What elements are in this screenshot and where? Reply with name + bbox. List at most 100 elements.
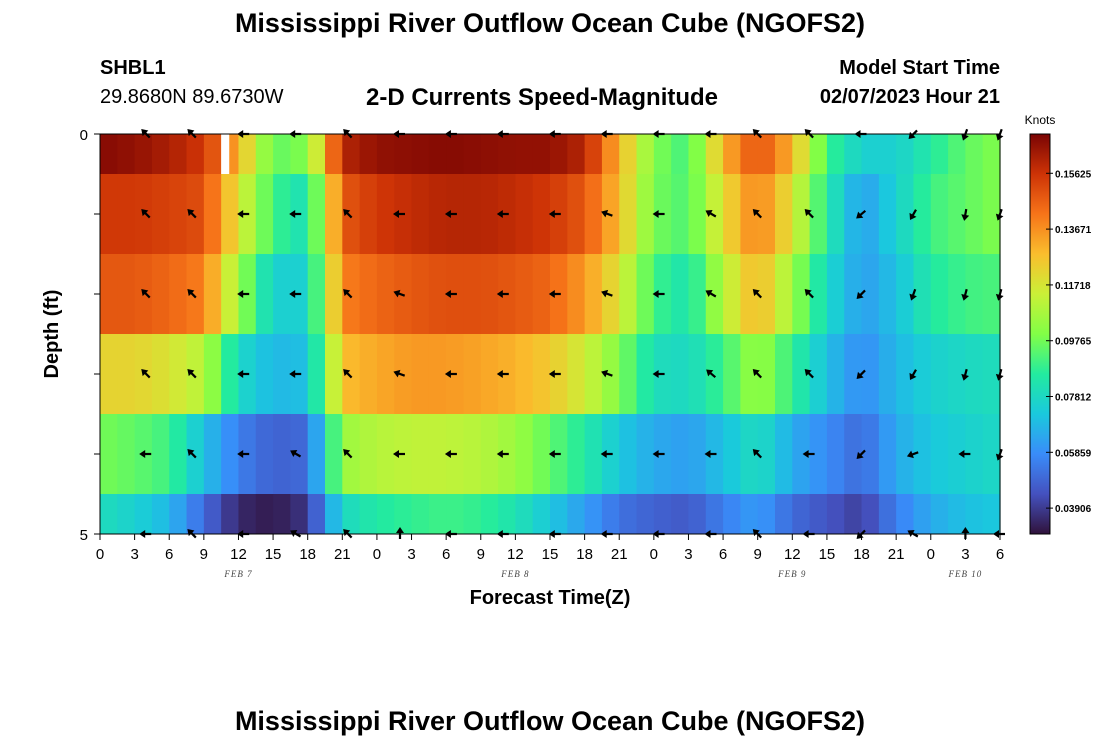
heatmap-cell xyxy=(809,254,828,334)
heatmap-cell xyxy=(151,134,170,174)
heatmap-cell xyxy=(100,334,118,414)
colorbar-tick-label: 0.13671 xyxy=(1055,225,1092,236)
heatmap-cell xyxy=(359,254,378,334)
heatmap-cell xyxy=(757,174,776,254)
missing-data-cell xyxy=(221,134,230,174)
heatmap-cell xyxy=(100,174,118,254)
colorbar-tick-label: 0.11718 xyxy=(1055,281,1091,292)
current-vector-arrow xyxy=(393,450,405,458)
x-tick-label: 0 xyxy=(927,546,935,563)
current-vector-arrow xyxy=(958,450,971,458)
x-tick-label: 3 xyxy=(684,546,692,563)
heatmap-cell xyxy=(723,134,741,174)
heatmap-cell xyxy=(221,334,240,414)
heatmap-cell xyxy=(169,254,188,334)
current-vector-arrow xyxy=(444,450,457,458)
heatmap-cell xyxy=(411,134,430,174)
current-vector-arrow xyxy=(752,369,763,379)
current-vector-arrow xyxy=(652,450,665,458)
heatmap-cell xyxy=(653,134,672,174)
heatmap-cell xyxy=(273,494,291,534)
heatmap-cell xyxy=(844,494,863,534)
heatmap-cell xyxy=(273,134,291,174)
heatmap-cell xyxy=(671,254,690,334)
heatmap-cell xyxy=(584,254,603,334)
heatmap-cell xyxy=(844,254,863,334)
heatmap-cell xyxy=(376,334,395,414)
heatmap-cell xyxy=(982,254,1001,334)
current-vector-arrow xyxy=(237,370,250,378)
heatmap-cell xyxy=(359,334,378,414)
current-vector-arrow xyxy=(804,209,814,219)
current-vector-arrow xyxy=(601,289,613,298)
colorbar-tick-label: 0.05859 xyxy=(1055,448,1092,459)
heatmap-cell xyxy=(203,494,222,534)
current-vector-arrow xyxy=(496,370,509,378)
x-tick-label: 12 xyxy=(784,546,801,563)
heatmap-cell xyxy=(844,414,863,494)
heatmap-cell xyxy=(463,334,482,414)
heatmap-cell xyxy=(584,414,603,494)
heatmap-cell xyxy=(428,134,447,174)
heatmap-cell xyxy=(861,174,880,254)
heatmap-cell xyxy=(584,334,603,414)
x-tick-label: 6 xyxy=(996,546,1004,563)
heatmap-cell xyxy=(913,494,932,534)
current-vector-arrow xyxy=(496,450,509,458)
date-label: FEB 8 xyxy=(500,569,529,579)
current-vector-arrow xyxy=(289,210,302,218)
colorbar-unit: Knots xyxy=(1025,113,1056,127)
current-vector-arrow xyxy=(705,290,717,298)
heatmap-cell xyxy=(255,334,274,414)
heatmap-cell xyxy=(878,494,897,534)
current-vector-arrow xyxy=(548,290,561,298)
heatmap-cell xyxy=(896,174,915,254)
x-tick-label: 9 xyxy=(477,546,485,563)
x-tick-label: 15 xyxy=(265,546,282,563)
missing-data-cells xyxy=(221,134,230,174)
heatmap-cell xyxy=(757,134,776,174)
heatmap-cell xyxy=(723,174,741,254)
x-tick-label: 0 xyxy=(373,546,381,563)
heatmap-cell xyxy=(653,494,672,534)
current-vector-arrow xyxy=(141,369,151,379)
heatmap-cell xyxy=(446,494,465,534)
heatmap-cell xyxy=(203,254,222,334)
heatmap-cell xyxy=(273,174,291,254)
heatmap-cell xyxy=(480,134,499,174)
colorbar-tick-label: 0.07812 xyxy=(1055,393,1092,404)
heatmap-cell xyxy=(913,254,932,334)
heatmap-cell xyxy=(861,334,880,414)
heatmap-cell xyxy=(221,414,240,494)
current-vector-arrow xyxy=(856,369,866,379)
heatmap-cell xyxy=(792,494,811,534)
heatmap-cell xyxy=(688,494,707,534)
heatmap-cell xyxy=(930,134,949,174)
heatmap-cell xyxy=(826,254,845,334)
heatmap-cell xyxy=(757,334,776,414)
current-vector-arrow xyxy=(141,289,151,299)
heatmap-cell xyxy=(948,174,966,254)
heatmap-cell xyxy=(532,254,551,334)
heatmap-cell xyxy=(636,134,655,174)
current-vector-arrow xyxy=(652,290,665,298)
heatmap-cell xyxy=(619,174,638,254)
heatmap-cell xyxy=(930,174,949,254)
heatmap-cell xyxy=(740,134,759,174)
heatmap-cell xyxy=(550,494,568,534)
heatmap-cell xyxy=(930,254,949,334)
heatmap-cell xyxy=(411,334,430,414)
current-vector-arrow xyxy=(909,288,917,301)
heatmap-cell xyxy=(878,334,897,414)
heatmap-cell xyxy=(100,494,118,534)
current-vector-arrow xyxy=(444,290,457,298)
heatmap-cell xyxy=(878,134,897,174)
heatmap-cell xyxy=(515,334,534,414)
heatmap-cell xyxy=(671,174,690,254)
heatmap-cell xyxy=(169,174,188,254)
y-axis: 05 xyxy=(80,127,100,544)
heatmap-cell xyxy=(826,134,845,174)
heatmap-cell xyxy=(203,334,222,414)
y-tick-label: 0 xyxy=(80,127,88,144)
heatmap-cell xyxy=(273,254,291,334)
